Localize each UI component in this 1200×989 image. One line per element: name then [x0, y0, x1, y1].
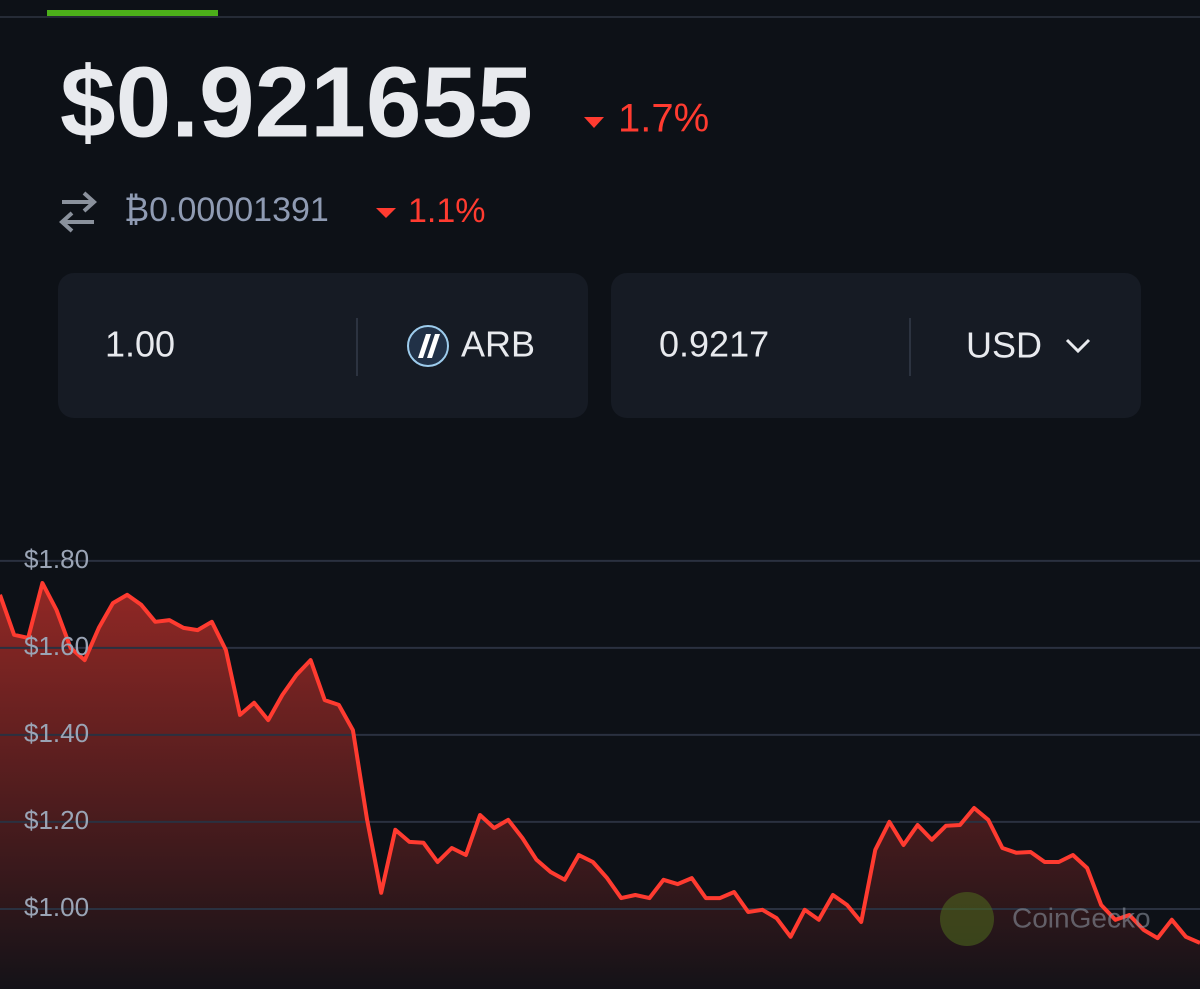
- price-line: [0, 581, 1200, 945]
- y-tick-label: $1.40: [24, 718, 89, 748]
- converted: 0.9217: [659, 324, 769, 365]
- btc-change: 1.1%: [408, 192, 486, 230]
- tab-divider: [0, 16, 1200, 18]
- coin: ARB: [461, 324, 535, 365]
- dropdown-chevron: [1065, 338, 1091, 354]
- divider: [909, 318, 911, 376]
- arb-icon: [407, 325, 449, 367]
- area: [0, 583, 1200, 989]
- arb-icon-mark: [418, 334, 440, 358]
- watermark: CoinGecko: [1012, 902, 1151, 933]
- amount: 1.00: [105, 324, 175, 365]
- amount-input[interactable]: [58, 273, 588, 418]
- y-tick-label: $1.00: [24, 892, 89, 922]
- watermark-logo: [940, 892, 994, 946]
- btc-price: ₿0.00001391: [124, 191, 329, 229]
- converted-input[interactable]: [611, 273, 1141, 418]
- down-arrow: [584, 117, 604, 128]
- y-tick-label: $1.20: [24, 805, 89, 835]
- y-tick-label: $1.60: [24, 631, 89, 661]
- swap-icon: [59, 191, 97, 233]
- price-change: 1.7%: [618, 97, 709, 141]
- divider: [356, 318, 358, 376]
- currency[interactable]: USD: [966, 325, 1042, 366]
- y-tick-label: $1.80: [24, 544, 89, 574]
- down-arrow: [376, 208, 396, 218]
- price: $0.921655: [60, 46, 533, 158]
- active-tab-indicator: [47, 10, 218, 16]
- chart: $1.00 $1.20 $1.40 $1.60 $1.80: [0, 544, 1200, 989]
